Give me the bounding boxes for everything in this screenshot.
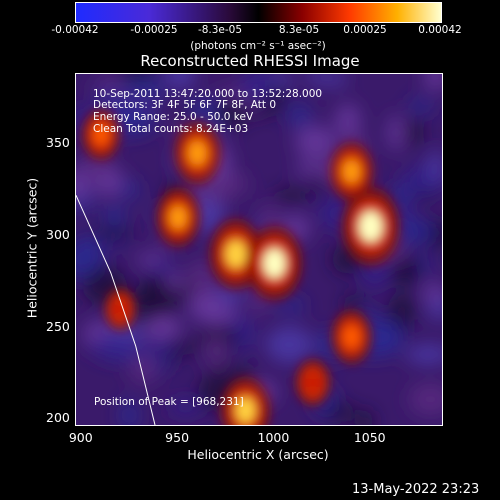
bright-source — [114, 300, 127, 318]
background-blob — [295, 126, 337, 159]
bright-source — [225, 240, 247, 268]
colorbar-units: (photons cm⁻² s⁻¹ asec⁻²) — [190, 40, 326, 52]
datestamp: 13-May-2022 23:23 — [352, 482, 480, 497]
bright-source — [263, 248, 286, 278]
x-tick-label: 950 — [165, 430, 190, 445]
background-blob — [136, 252, 163, 266]
annotation-counts: Clean Total counts: 8.24E+03 — [93, 123, 249, 135]
background-blob — [212, 99, 247, 130]
background-blob — [407, 98, 435, 113]
background-blob — [188, 288, 223, 322]
bright-source — [93, 124, 109, 145]
background-blob — [296, 160, 324, 176]
bright-source — [235, 397, 256, 424]
annotation-time-range: 10-Sep-2011 13:47:20.000 to 13:52:28.000 — [93, 88, 323, 100]
background-blob — [167, 399, 203, 416]
colorbar-tick-label: 8.3e-05 — [278, 24, 320, 36]
bright-source — [188, 140, 207, 166]
background-blob — [422, 283, 447, 302]
colorbar — [75, 2, 442, 23]
annotation-detectors: Detectors: 3F 4F 5F 6F 7F 8F, Att 0 — [93, 99, 277, 111]
background-blob — [120, 397, 139, 433]
colorbar-tick-label: 0.00025 — [343, 24, 387, 36]
bright-source — [359, 211, 383, 242]
y-axis-label: Heliocentric Y (arcsec) — [24, 177, 40, 319]
solar-limb-line — [75, 195, 156, 426]
background-blob — [240, 68, 275, 101]
colorbar-tick-label: -0.00042 — [51, 24, 99, 36]
background-blob — [145, 316, 182, 340]
background-blob — [343, 294, 364, 313]
y-tick-label: 200 — [46, 410, 70, 426]
background-blob — [388, 114, 404, 151]
background-blob — [388, 293, 416, 327]
bright-source — [306, 373, 320, 392]
background-blob — [402, 119, 424, 146]
background-blob — [205, 334, 227, 369]
y-tick-label: 350 — [46, 134, 70, 150]
background-blob — [335, 103, 361, 137]
background-blob — [71, 234, 102, 263]
background-blob — [113, 105, 156, 137]
heatmap-image — [61, 57, 461, 444]
y-tick-label: 250 — [46, 318, 70, 334]
x-tick-label: 1050 — [353, 430, 386, 445]
background-blob — [167, 272, 184, 291]
background-blob — [188, 259, 216, 296]
background-blob — [89, 335, 136, 359]
bright-source — [342, 160, 361, 183]
background-blob — [287, 103, 312, 129]
x-axis-label: Heliocentric X (arcsec) — [187, 447, 329, 462]
bright-source — [343, 326, 360, 348]
background-blob — [93, 226, 134, 241]
colorbar-tick-label: 0.00042 — [418, 24, 462, 36]
background-blob — [427, 149, 445, 184]
background-blob — [274, 298, 307, 314]
x-tick-label: 900 — [68, 430, 93, 445]
plot-area — [61, 57, 461, 444]
background-blob — [273, 187, 311, 203]
annotation-energy: Energy Range: 25.0 - 50.0 keV — [93, 111, 254, 123]
background-blob — [265, 326, 313, 364]
background-blob — [392, 219, 437, 245]
background-blob — [120, 178, 140, 201]
bright-source — [169, 205, 187, 229]
peak-position-label: Position of Peak = [968,231] — [94, 396, 244, 408]
y-tick-label: 300 — [46, 226, 70, 242]
colorbar-tick-label: -0.00025 — [130, 24, 178, 36]
background-blob — [322, 71, 347, 87]
background-blob — [140, 281, 161, 302]
colorbar-tick-label: -8.3e-05 — [197, 24, 243, 36]
x-tick-label: 1000 — [257, 430, 290, 445]
background-blob — [408, 382, 453, 416]
chart-title: Reconstructed RHESSI Image — [140, 52, 360, 70]
background-blob — [139, 339, 178, 357]
background-blob — [406, 345, 453, 364]
background-blob — [130, 352, 156, 385]
background-blob — [102, 204, 126, 228]
